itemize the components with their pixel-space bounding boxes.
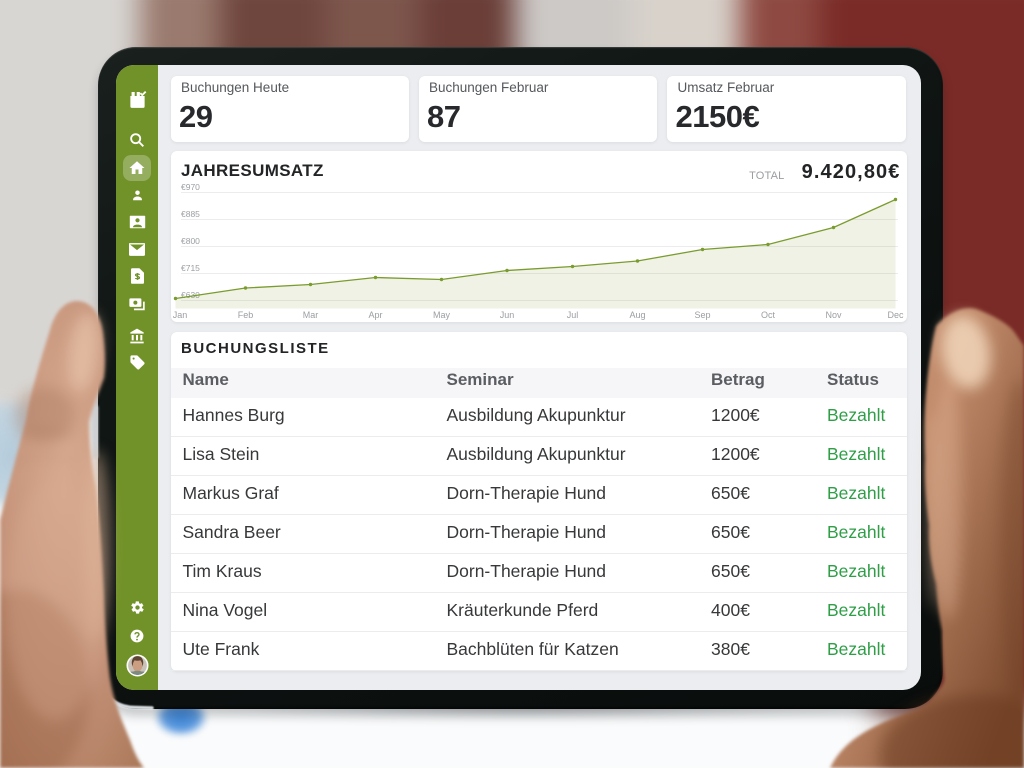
svg-text:Jul: Jul <box>566 310 578 320</box>
svg-text:Mar: Mar <box>302 310 318 320</box>
svg-text:Apr: Apr <box>368 310 382 320</box>
svg-text:€715: €715 <box>181 263 200 273</box>
svg-text:Oct: Oct <box>760 310 775 320</box>
svg-text:€800: €800 <box>181 236 200 246</box>
svg-text:€885: €885 <box>181 209 200 219</box>
svg-text:Jun: Jun <box>499 310 514 320</box>
svg-text:Aug: Aug <box>629 310 645 320</box>
svg-text:Sep: Sep <box>694 310 710 320</box>
svg-text:Nov: Nov <box>825 310 842 320</box>
svg-text:May: May <box>432 310 450 320</box>
svg-text:€630: €630 <box>181 290 200 300</box>
svg-text:Feb: Feb <box>237 310 253 320</box>
svg-text:Jan: Jan <box>172 310 187 320</box>
svg-text:Dec: Dec <box>887 310 904 320</box>
svg-text:€970: €970 <box>181 182 200 192</box>
